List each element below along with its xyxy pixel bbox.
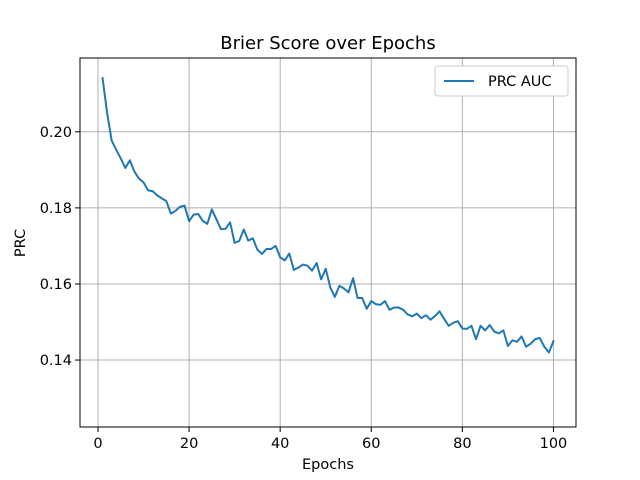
legend: PRC AUC [434,65,569,97]
x-tick-label: 60 [362,436,380,452]
x-axis-label: Epochs [302,457,354,473]
axes-frame [79,57,577,428]
x-tick-label: 0 [93,436,102,452]
series-line-prc-auc [101,77,555,354]
y-tick-label: 0.16 [40,277,72,293]
plot-area: 0 20 40 60 80 100 0.14 0.16 0.18 0.20 [40,57,577,452]
x-tick-label: 20 [180,436,198,452]
y-axis-label: PRC [13,229,29,257]
y-tick-label: 0.18 [40,201,72,217]
x-tick-label: 40 [271,436,289,452]
x-tick-label: 80 [453,436,471,452]
grid-layer [80,58,576,427]
legend-label: PRC AUC [488,74,552,90]
y-tick-label: 0.14 [40,353,72,369]
x-tick-label: 100 [540,436,568,452]
series-layer [101,77,555,354]
y-tick-label: 0.20 [40,125,72,141]
chart-title: Brier Score over Epochs [220,33,435,54]
legend-frame [434,65,569,97]
tick-layer: 0 20 40 60 80 100 0.14 0.16 0.18 0.20 [40,125,568,452]
